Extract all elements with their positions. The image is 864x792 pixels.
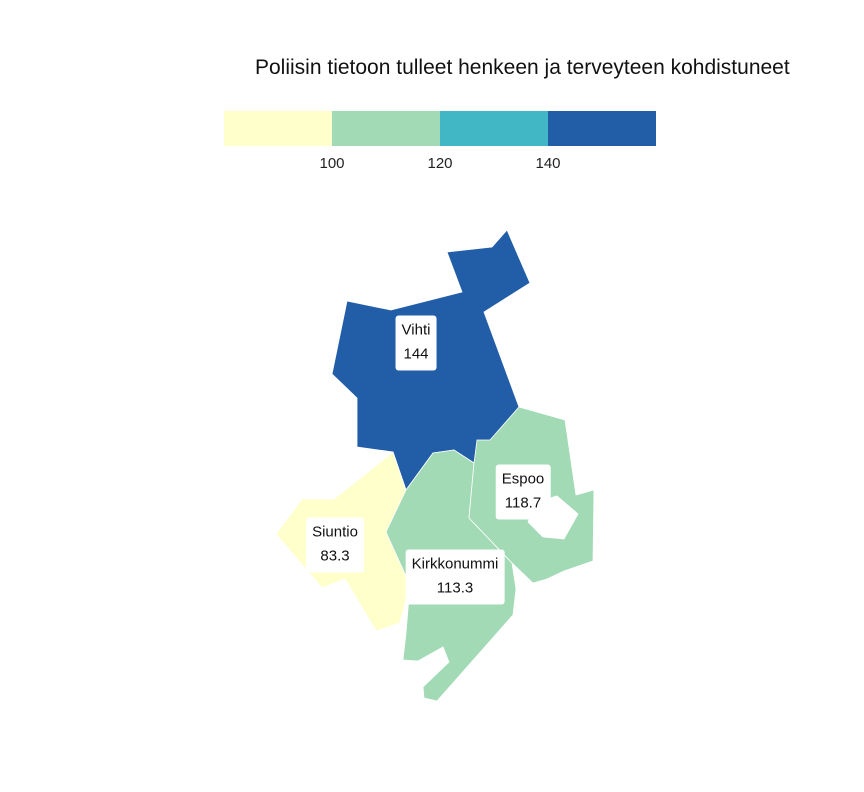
region-label-espoo: Espoo 118.7 xyxy=(495,464,551,520)
legend-swatch-1 xyxy=(224,111,332,146)
legend-tick-label: 120 xyxy=(427,155,453,172)
region-name: Kirkkonummi xyxy=(411,555,499,573)
region-name: Espoo xyxy=(501,470,545,488)
region-name: Siuntio xyxy=(312,523,358,541)
map-title: Poliisin tietoon tulleet henkeen ja terv… xyxy=(255,56,790,79)
legend-tick-label: 100 xyxy=(319,155,345,172)
legend-swatch-4 xyxy=(548,111,656,146)
region-label-vihti: Vihti 144 xyxy=(395,315,437,371)
color-legend xyxy=(224,111,656,146)
legend-tick-label: 140 xyxy=(535,155,561,172)
legend-swatch-2 xyxy=(332,111,440,146)
region-value: 144 xyxy=(403,345,429,363)
region-label-siuntio: Siuntio 83.3 xyxy=(306,517,364,573)
region-value: 113.3 xyxy=(436,579,474,597)
region-label-kirkkonummi: Kirkkonummi 113.3 xyxy=(405,549,505,605)
region-value: 118.7 xyxy=(504,494,542,512)
legend-swatch-3 xyxy=(440,111,548,146)
region-name: Vihti xyxy=(401,321,431,339)
region-value: 83.3 xyxy=(320,547,350,565)
